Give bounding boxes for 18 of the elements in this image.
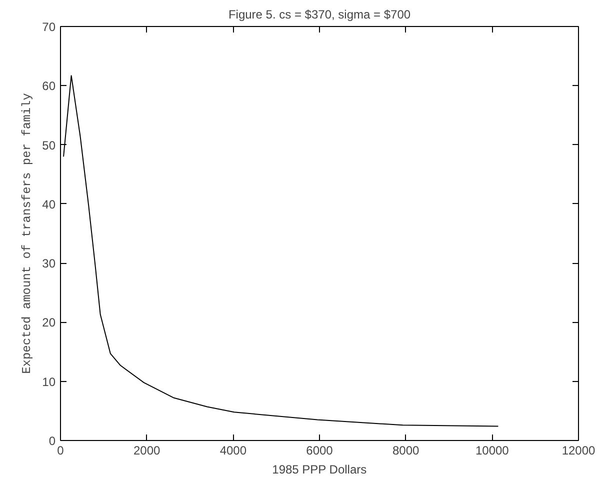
x-tick-label: 0 xyxy=(57,444,64,458)
x-tick-label: 2000 xyxy=(133,444,161,458)
y-tick-label: 40 xyxy=(42,197,56,212)
x-axis-title: 1985 PPP Dollars xyxy=(272,462,367,476)
x-tick-label: 10000 xyxy=(475,444,510,458)
y-tick-label: 70 xyxy=(42,20,56,34)
x-tick-label: 4000 xyxy=(220,444,247,458)
x-tick-label: 8000 xyxy=(392,444,420,458)
y-tick-label: 10 xyxy=(42,374,56,389)
x-tick-label: 12000 xyxy=(562,444,596,458)
y-axis-title: Expected amount of transfers per family xyxy=(20,93,34,374)
y-tick-label: 20 xyxy=(42,316,56,330)
y-tick-label: 60 xyxy=(42,79,56,94)
x-tick-label: 6000 xyxy=(306,444,334,458)
y-tick-label: 30 xyxy=(42,256,56,271)
y-tick-label: 0 xyxy=(48,434,56,448)
y-tick-label: 50 xyxy=(42,138,56,152)
chart-title: Figure 5. cs = $370, sigma = $700 xyxy=(228,8,411,22)
